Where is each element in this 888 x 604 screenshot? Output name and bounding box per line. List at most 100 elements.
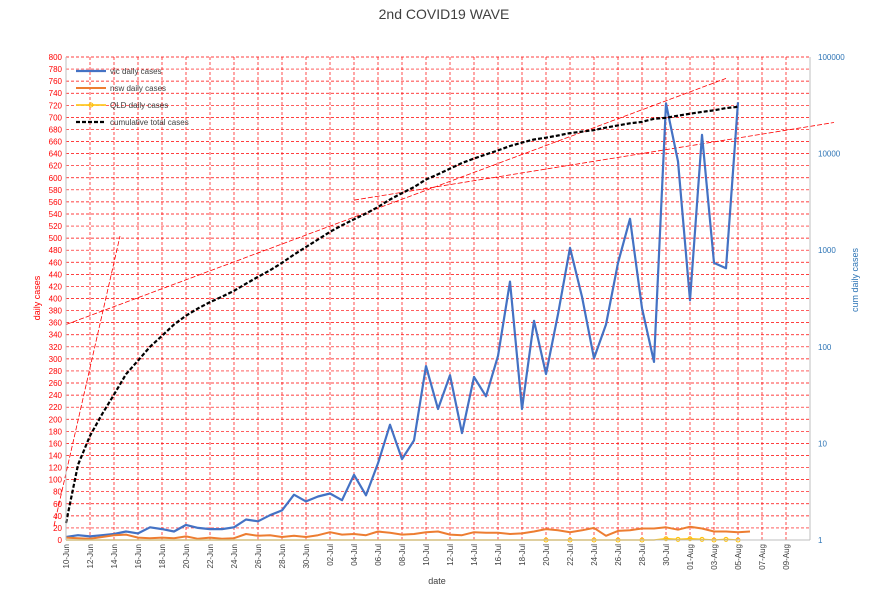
- x-tick-label: 24-Jun: [230, 544, 239, 568]
- y-tick-label: 60: [53, 500, 62, 509]
- y-tick-label: 20: [53, 524, 62, 533]
- chart-title: 2nd COVID19 WAVE: [379, 6, 510, 22]
- x-tick-label: 05-Aug: [734, 544, 743, 570]
- y2-tick-label: 1000: [818, 246, 836, 255]
- x-tick-label: 06-Jul: [374, 544, 383, 566]
- x-tick-label: 22-Jul: [566, 544, 575, 566]
- vic-line: [65, 102, 740, 539]
- y-tick-label: 500: [49, 234, 63, 243]
- y-tick-label: 780: [49, 65, 63, 74]
- x-tick-label: 12-Jul: [446, 544, 455, 566]
- y2-axis-label: cum daily cases: [850, 247, 860, 312]
- x-tick-label: 20-Jul: [542, 544, 551, 566]
- x-tick-label: 12-Jun: [86, 544, 95, 568]
- x-axis-label: date: [428, 576, 446, 586]
- grid: [65, 56, 810, 541]
- y-tick-label: 140: [49, 451, 63, 460]
- y-tick-label: 300: [49, 355, 63, 364]
- y-tick-label: 540: [49, 210, 63, 219]
- qld-point: [675, 536, 681, 542]
- legend-label: cumulative total cases: [110, 118, 189, 127]
- y-tick-label: 120: [49, 464, 63, 473]
- series-group: [64, 102, 751, 543]
- axes: 0 20 40 60 80 100 120 140 160 180 200 220 240 260 280 3…: [49, 53, 846, 570]
- x-tick-label: 07-Aug: [758, 544, 767, 570]
- x-tick-label: 16-Jul: [494, 544, 503, 566]
- y-tick-label: 480: [49, 246, 63, 255]
- x-tick-label: 03-Aug: [710, 544, 719, 570]
- x-tick-label: 24-Jul: [590, 544, 599, 566]
- y-tick-label: 200: [49, 415, 63, 424]
- y-tick-label: 700: [49, 113, 63, 122]
- y-tick-label: 180: [49, 427, 63, 436]
- legend-marker: [88, 102, 94, 108]
- x-tick-label: 02-Jul: [326, 544, 335, 566]
- x-tick-label: 28-Jul: [638, 544, 647, 566]
- y-tick-label: 740: [49, 89, 63, 98]
- x-tick-label: 30-Jun: [302, 544, 311, 568]
- qld-point: [687, 536, 693, 542]
- y-tick-label: 760: [49, 77, 63, 86]
- y-tick-label: 440: [49, 270, 63, 279]
- qld-point: [699, 536, 705, 542]
- y-tick-label: 260: [49, 379, 63, 388]
- y-tick-label: 240: [49, 391, 63, 400]
- x-tick-label: 18-Jul: [518, 544, 527, 566]
- y2-tick-label: 10: [818, 439, 827, 448]
- qld-point: [663, 536, 669, 542]
- y-tick-label: 380: [49, 307, 63, 316]
- x-tick-label: 14-Jul: [470, 544, 479, 566]
- x-tick-label: 22-Jun: [206, 544, 215, 568]
- legend: vic daily cases nsw daily cases QLD daily …: [76, 67, 189, 127]
- y-tick-label: 360: [49, 319, 63, 328]
- y-tick-label: 680: [49, 125, 63, 134]
- x-tick-label: 04-Jul: [350, 544, 359, 566]
- y-tick-label: 600: [49, 174, 63, 183]
- y-tick-label: 720: [49, 101, 63, 110]
- x-tick-label: 18-Jun: [158, 544, 167, 568]
- trendline: [53, 235, 121, 526]
- y2-tick-label: 100000: [818, 53, 845, 62]
- y-tick-label: 640: [49, 150, 63, 159]
- y-tick-label: 460: [49, 258, 63, 267]
- y2-tick-label: 1: [818, 536, 823, 545]
- legend-label: QLD daily cases: [110, 101, 168, 110]
- y-tick-label: 800: [49, 53, 63, 62]
- y-tick-label: 40: [53, 512, 62, 521]
- y-tick-label: 160: [49, 439, 63, 448]
- y-tick-label: 320: [49, 343, 63, 352]
- trendlines: [53, 78, 835, 526]
- legend-label: nsw daily cases: [110, 84, 166, 93]
- legend-label: vic daily cases: [110, 67, 162, 76]
- x-tick-label: 08-Jul: [398, 544, 407, 566]
- x-tick-label: 26-Jul: [614, 544, 623, 566]
- trendline: [353, 122, 835, 201]
- x-tick-label: 10-Jul: [422, 544, 431, 566]
- y-tick-label: 420: [49, 282, 63, 291]
- y-tick-label: 220: [49, 403, 63, 412]
- x-tick-label: 28-Jun: [278, 544, 287, 568]
- y-axis-label: daily cases: [32, 275, 42, 320]
- y-tick-label: 560: [49, 198, 63, 207]
- y-tick-label: 0: [58, 536, 63, 545]
- x-tick-label: 30-Jul: [662, 544, 671, 566]
- x-tick-label: 01-Aug: [686, 544, 695, 570]
- qld-point: [723, 536, 729, 542]
- nsw-line: [65, 525, 751, 540]
- y2-tick-label: 100: [818, 343, 832, 352]
- x-tick-label: 16-Jun: [134, 544, 143, 568]
- trendline: [65, 78, 727, 325]
- y-tick-label: 280: [49, 367, 63, 376]
- y-tick-label: 660: [49, 138, 63, 147]
- cumulative-line: [64, 105, 739, 524]
- y2-tick-label: 10000: [818, 150, 841, 159]
- x-tick-label: 20-Jun: [182, 544, 191, 568]
- y-tick-label: 580: [49, 186, 63, 195]
- y-tick-label: 340: [49, 331, 63, 340]
- x-tick-label: 14-Jun: [110, 544, 119, 568]
- y-tick-label: 520: [49, 222, 63, 231]
- y-tick-label: 100: [49, 476, 63, 485]
- x-tick-label: 26-Jun: [254, 544, 263, 568]
- x-tick-label: 09-Aug: [782, 544, 791, 570]
